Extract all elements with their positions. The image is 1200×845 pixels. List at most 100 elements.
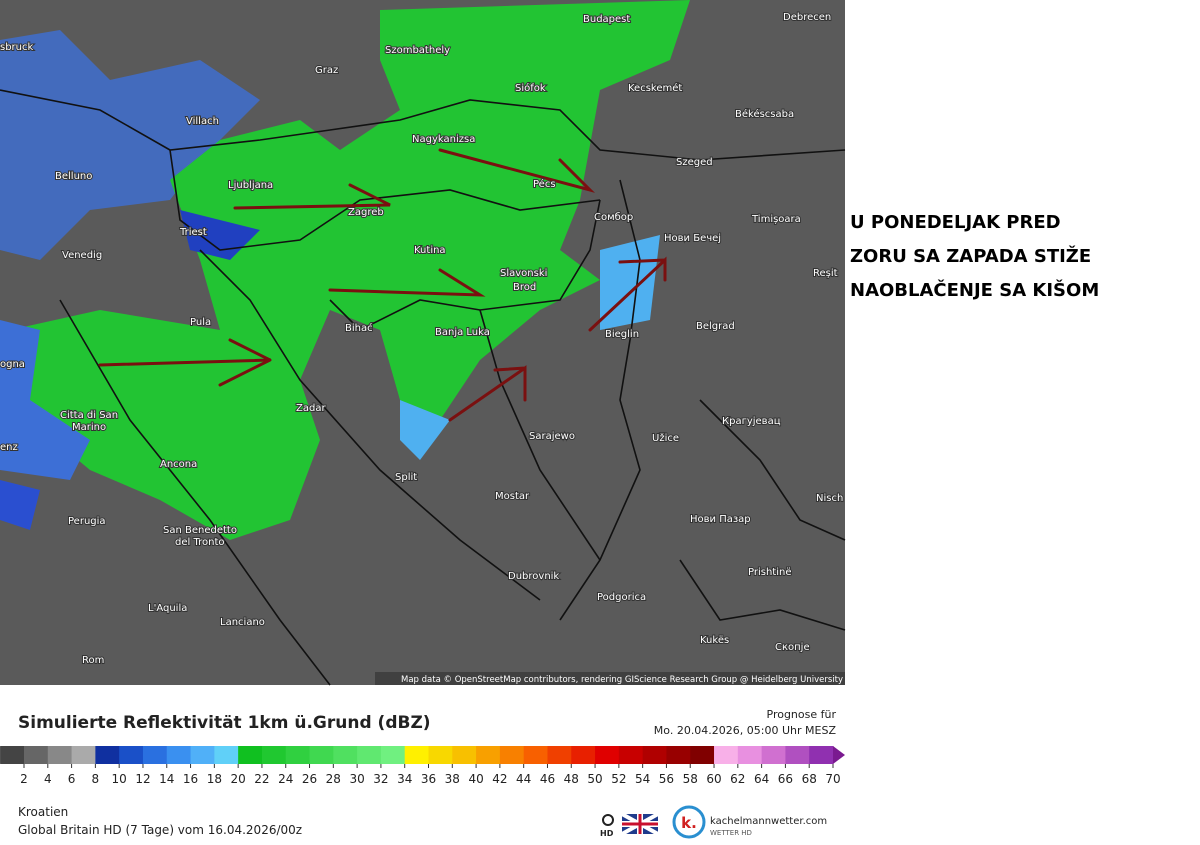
scale-tick-label: 50: [587, 772, 602, 786]
city-label: Venedig: [62, 250, 102, 261]
city-label: enz: [0, 442, 18, 453]
scale-tick-label: 6: [68, 772, 76, 786]
scale-band: [666, 746, 691, 764]
scale-band: [476, 746, 501, 764]
city-label: Bieglin: [605, 329, 639, 340]
scale-band: [47, 746, 73, 764]
search-icon: [602, 814, 614, 826]
scale-tick-label: 42: [492, 772, 507, 786]
scale-tick-label: 12: [135, 772, 150, 786]
scale-tick-label: 24: [278, 772, 293, 786]
color-scale: 2 4 6 8 10 12 14 16 18 20 22 24 26 28 30 32 34 36 38 40 42 44…: [0, 746, 845, 786]
scale-band: [761, 746, 786, 764]
city-label: Нови Бечеј: [664, 232, 721, 244]
scale-band: [642, 746, 667, 764]
logo-k: k.: [681, 814, 697, 832]
scale-tick-label: 54: [635, 772, 650, 786]
city-label: Крагујевац: [722, 415, 781, 427]
scale-tick-label: 34: [397, 772, 412, 786]
city-label: Belluno: [55, 171, 92, 182]
city-label: Mostar: [495, 491, 530, 502]
city-label: Slavonski: [500, 268, 547, 279]
headline: U PONEDELJAK PRED: [850, 212, 1061, 233]
map: sbruck Szombathely Budapest Debrecen Graz Sió…: [0, 0, 846, 686]
scale-tick-label: 66: [778, 772, 793, 786]
scale-tick-label: 30: [349, 772, 364, 786]
scale-band: [357, 746, 382, 764]
scale-band: [547, 746, 572, 764]
headline: ZORU SA ZAPADA STIŽE: [850, 245, 1091, 267]
city-label: Ljubljana: [228, 180, 273, 191]
city-label: Zadar: [296, 403, 326, 414]
scale-band: [238, 746, 263, 764]
scale-tick-label: 4: [44, 772, 52, 786]
city-label: Nisch: [816, 493, 843, 504]
scale-band: [809, 746, 834, 764]
city-label: Békéscsaba: [735, 108, 794, 120]
scale-band: [166, 746, 192, 764]
city-label: Pula: [190, 317, 211, 328]
city-label: Rom: [82, 655, 104, 666]
scale-band: [785, 746, 810, 764]
city-label: Debrecen: [783, 12, 831, 23]
scale-band: [190, 746, 215, 764]
scale-band: [618, 746, 644, 764]
city-label: Lanciano: [220, 617, 265, 628]
city-label: Szeged: [676, 157, 713, 168]
scale-tick-label: 58: [683, 772, 698, 786]
scale-end: [833, 746, 845, 764]
scale-tick-label: 62: [730, 772, 745, 786]
city-label: Скопје: [775, 641, 810, 653]
headline: NAOBLAČENJE SA KIŠOM: [850, 279, 1099, 301]
city-label: Kutina: [414, 245, 446, 256]
city-label: Belgrad: [696, 321, 735, 332]
scale-band: [523, 746, 548, 764]
hd: HD: [600, 829, 614, 838]
scale-tick-label: 16: [183, 772, 198, 786]
city-label: Marino: [72, 422, 106, 433]
scale-band: [71, 746, 96, 764]
city-label: Сомбор: [594, 212, 633, 223]
scale-tick-label: 48: [564, 772, 579, 786]
scale-band: [452, 746, 477, 764]
scale-band: [499, 746, 525, 764]
scale-band: [595, 746, 620, 764]
scale-band: [0, 746, 25, 764]
scale-tick-label: 68: [802, 772, 817, 786]
scale-band: [285, 746, 311, 764]
brand-sub: WETTER HD: [710, 829, 752, 837]
city-label: Reșit: [813, 268, 838, 279]
city-label: del Tronto: [175, 537, 224, 548]
city-label: Siófok: [515, 82, 546, 94]
scale-band: [24, 746, 49, 764]
attribution: Map data © OpenStreetMap contributors, r…: [401, 675, 843, 685]
scale-band: [309, 746, 334, 764]
scale-band: [119, 746, 144, 764]
city-label: Bihać: [345, 322, 373, 334]
city-label: Budapest: [583, 14, 630, 25]
brand: kachelmannwetter.com: [710, 816, 827, 827]
scale-band: [95, 746, 120, 764]
scale-band: [737, 746, 763, 764]
uk-flag: [621, 812, 659, 836]
scale-band: [428, 746, 453, 764]
city-label: Triest: [179, 227, 207, 238]
scale-tick-label: 8: [92, 772, 100, 786]
scale-band: [214, 746, 239, 764]
scale-tick-label: 64: [754, 772, 769, 786]
scale-band: [714, 746, 739, 764]
scale-band: [261, 746, 287, 764]
scale-band: [571, 746, 596, 764]
scale-tick-label: 38: [445, 772, 460, 786]
city-label: Kukës: [700, 635, 729, 646]
scale-tick-label: 10: [112, 772, 127, 786]
scale-tick-label: 20: [231, 772, 246, 786]
scale-band: [690, 746, 715, 764]
city-label: Podgorica: [597, 592, 646, 603]
city-label: Nagykanizsa: [412, 134, 475, 145]
scale-tick-label: 60: [706, 772, 721, 786]
city-label: L'Aquila: [148, 603, 187, 614]
city-label: Banja Luka: [435, 327, 490, 338]
logo: [672, 805, 706, 839]
